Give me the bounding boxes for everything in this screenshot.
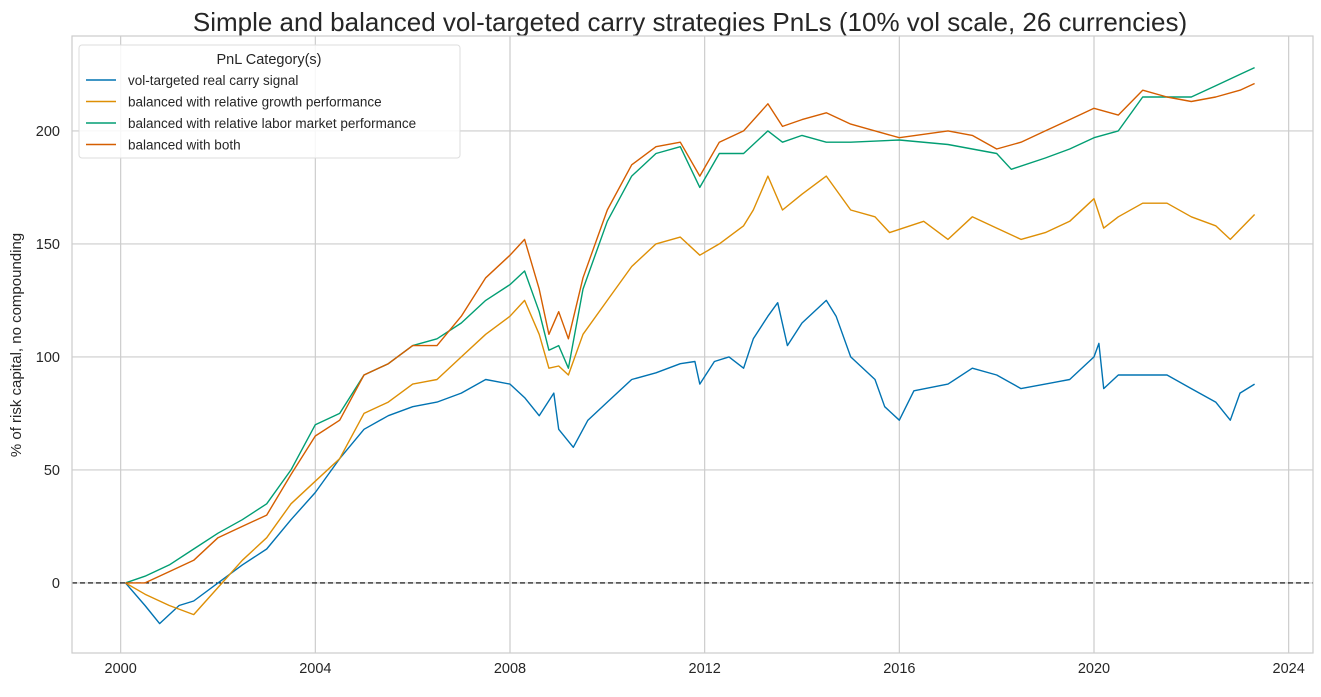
series-lines xyxy=(124,66,1256,625)
series-line-1 xyxy=(124,299,1255,625)
legend-entry: balanced with both xyxy=(128,138,241,153)
y-tick-label: 100 xyxy=(36,350,60,366)
y-tick-label: 0 xyxy=(52,576,60,592)
legend-entry: balanced with relative labor market perf… xyxy=(128,116,416,131)
y-axis: 0 50 100 150 200 xyxy=(36,124,60,592)
y-tick-label: 150 xyxy=(36,237,60,253)
series-line-4 xyxy=(125,82,1255,584)
y-axis-label: % of risk capital, no compounding xyxy=(8,233,25,457)
x-tick-label: 2024 xyxy=(1273,661,1305,677)
x-tick-label: 2004 xyxy=(299,661,331,677)
legend-entry: vol-targeted real carry signal xyxy=(128,73,298,88)
chart-title: Simple and balanced vol-targeted carry s… xyxy=(193,7,1187,37)
plot-frame xyxy=(71,35,1314,654)
series-line-3 xyxy=(125,66,1255,584)
legend: PnL Category(s) vol-targeted real carry … xyxy=(78,44,461,159)
x-tick-label: 2012 xyxy=(689,661,721,677)
legend-entry: balanced with relative growth performanc… xyxy=(128,95,382,110)
legend-title: PnL Category(s) xyxy=(216,52,321,68)
y-tick-label: 200 xyxy=(36,124,60,140)
legend-box xyxy=(78,44,461,159)
x-tick-label: 2008 xyxy=(494,661,526,677)
x-tick-label: 2016 xyxy=(883,661,915,677)
x-tick-label: 2000 xyxy=(105,661,137,677)
x-tick-label: 2020 xyxy=(1078,661,1110,677)
series-line-2 xyxy=(125,175,1256,616)
y-tick-label: 50 xyxy=(44,463,60,479)
x-axis: 2000 2004 2008 2012 2016 2020 2024 xyxy=(105,661,1305,677)
